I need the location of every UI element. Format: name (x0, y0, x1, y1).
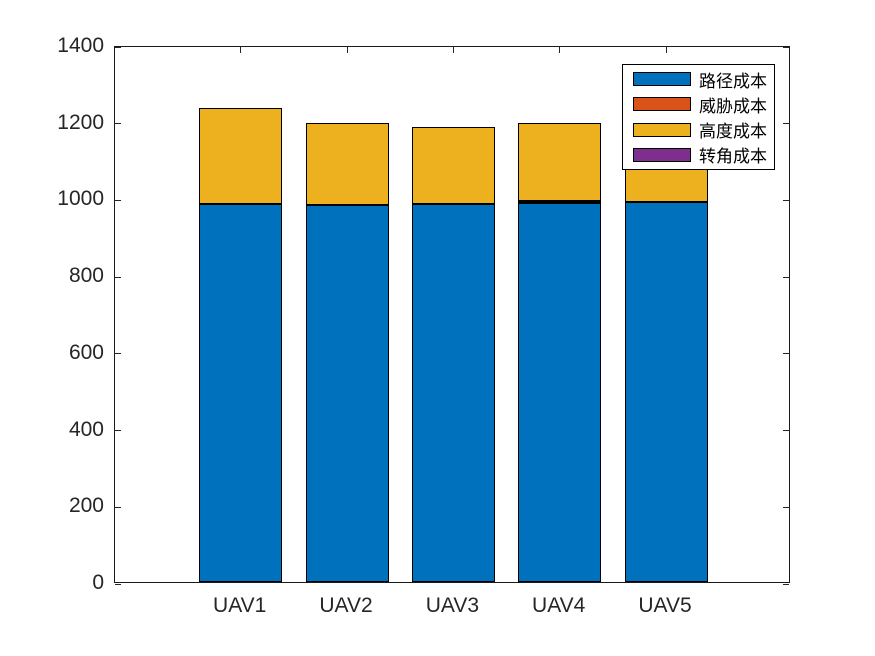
y-tick-mark-right (783, 199, 789, 201)
y-tick-mark (115, 199, 121, 201)
legend-color-patch (633, 72, 691, 87)
legend-item: 路径成本 (623, 67, 774, 91)
bar-segment (305, 122, 389, 205)
legend-item: 转角成本 (623, 143, 774, 167)
y-tick-mark-right (783, 123, 789, 125)
x-tick-label: UAV5 (638, 594, 692, 617)
y-tick-mark (115, 46, 121, 48)
legend-color-patch (633, 97, 691, 112)
bar-segment (518, 201, 602, 204)
x-tick-mark-top (559, 47, 561, 53)
y-tick-mark (115, 353, 121, 355)
x-tick-mark-top (665, 47, 667, 53)
y-tick-mark (115, 276, 121, 278)
y-tick-label: 1000 (57, 187, 104, 211)
x-tick-label: UAV2 (319, 594, 373, 617)
y-tick-label: 1200 (57, 110, 104, 134)
x-tick-mark-top (452, 47, 454, 53)
y-tick-mark-right (783, 276, 789, 278)
legend-item-label: 威胁成本 (699, 96, 767, 116)
y-tick-mark-right (783, 46, 789, 48)
bar-segment (199, 108, 283, 205)
y-tick-mark-right (783, 583, 789, 585)
stacked-bar-uav3 (411, 127, 495, 582)
bar-segment (199, 204, 283, 582)
y-tick-mark-right (783, 506, 789, 508)
x-tick-label: UAV3 (425, 594, 480, 617)
bar-segment (411, 127, 495, 204)
legend-color-patch (633, 147, 691, 162)
legend-item-label: 转角成本 (699, 147, 767, 167)
y-tick-mark (115, 583, 121, 585)
x-tick-label: UAV4 (532, 594, 586, 617)
legend-item-label: 高度成本 (699, 122, 767, 142)
legend-item: 威胁成本 (623, 92, 774, 116)
x-tick-mark-top (346, 47, 348, 53)
stacked-bar-uav5 (624, 119, 708, 582)
legend-item: 高度成本 (623, 118, 774, 142)
y-tick-label: 800 (68, 264, 104, 288)
legend: 路径成本威胁成本高度成本转角成本 (622, 64, 775, 170)
y-tick-label: 1400 (57, 34, 104, 57)
bar-segment (305, 204, 389, 582)
stacked-bar-uav1 (199, 108, 283, 582)
stacked-bar-uav4 (518, 123, 602, 582)
bar-segment (411, 203, 495, 582)
y-tick-mark-right (783, 430, 789, 432)
legend-item-label: 路径成本 (699, 71, 767, 91)
y-tick-mark-right (783, 353, 789, 355)
y-tick-label: 200 (68, 494, 104, 518)
y-tick-label: 400 (68, 417, 104, 441)
stacked-bar-uav2 (305, 122, 389, 582)
y-tick-label: 0 (92, 571, 104, 594)
x-tick-mark-top (240, 47, 242, 53)
x-tick-label: UAV1 (213, 594, 267, 617)
y-tick-mark (115, 506, 121, 508)
bar-segment (518, 203, 602, 582)
bar-segment (624, 201, 708, 582)
legend-color-patch (633, 122, 691, 137)
y-tick-mark (115, 430, 121, 432)
y-tick-label: 600 (68, 340, 104, 364)
y-tick-mark (115, 123, 121, 125)
bar-segment (518, 123, 602, 202)
